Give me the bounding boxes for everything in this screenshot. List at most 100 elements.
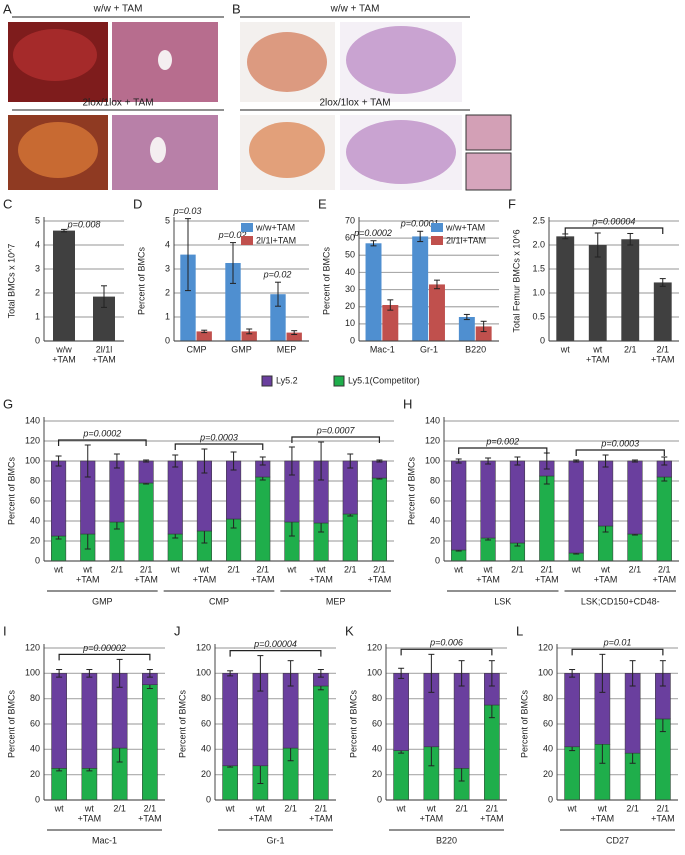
x-tick-label: 2/1 [541,564,554,574]
legend-swatch [431,223,443,232]
y-tick-label: 4 [35,239,40,249]
x-tick-label: 2/1 [315,803,328,813]
y-tick-label: 0 [377,794,382,804]
bar [475,326,492,341]
y-tick-label: 60 [201,718,211,728]
x-tick-label: +TAM [134,574,158,584]
y-tick-label: 40 [201,744,211,754]
x-tick-label: +TAM [651,354,675,364]
x-tick-label: +TAM [420,813,444,823]
bar [412,236,429,341]
bar-segment [509,460,526,544]
x-tick-label: 2l/1l [96,344,113,354]
bar-segment [480,537,496,562]
p-value: p=0.008 [67,219,101,229]
y-tick-label: 1.5 [532,263,545,273]
x-tick-label: +TAM [586,354,610,364]
x-tick-label: +TAM [594,574,618,584]
y-tick-label: 20 [30,535,40,545]
y-tick-label: 0 [35,794,40,804]
x-tick-label: +TAM [309,813,333,823]
significance-bracket [57,439,147,446]
x-tick-label: wt [483,564,493,574]
x-tick-label: wt [597,803,607,813]
y-tick-label: 60 [543,718,553,728]
y-tick-label: 0 [206,794,211,804]
bar-segment [627,533,643,562]
panel-letter: B [232,1,241,16]
inset [465,114,512,151]
bar-segment [484,704,500,801]
y-tick-label: 2 [165,287,170,297]
x-tick-label: GMP [231,344,252,354]
bar-segment [51,460,67,537]
y-tick-label: 70 [345,215,355,225]
y-tick-label: 20 [430,535,440,545]
y-tick-label: 60 [430,495,440,505]
y-tick-label: 60 [372,718,382,728]
bar-segment [371,460,387,479]
bar [556,236,575,341]
bar-segment [81,768,98,801]
y-tick-label: 30 [345,284,355,294]
y-tick-label: 80 [30,475,40,485]
panel-letter: F [508,196,516,211]
y-tick-label: 120 [25,642,40,652]
x-tick-label: 2/1 [511,564,524,574]
bar-segment [597,460,614,527]
significance-bracket [291,436,381,443]
y-tick-label: 100 [25,455,40,465]
y-axis-label: Percent of BMCs [406,456,416,525]
x-tick-label: 2/1 [373,564,386,574]
x-tick-label: wt [426,803,436,813]
y-tick-label: 100 [196,668,211,678]
x-tick-label: wt [54,803,64,813]
caption: 2lox/1lox + TAM [82,98,153,109]
bar [93,296,115,341]
y-axis-label: Percent of BMCs [6,456,16,525]
bar [458,317,475,341]
p-value: p=0.0001 [400,219,439,229]
y-tick-label: 0 [350,335,355,345]
y-tick-label: 100 [425,455,440,465]
p-value: p=0.00004 [592,216,636,226]
x-tick-label: Mac-1 [370,344,395,354]
x-tick-label: CMP [187,344,207,354]
y-tick-label: 5 [35,215,40,225]
bar-segment [342,460,358,515]
x-tick-label: wt [199,564,209,574]
x-tick-label: +TAM [249,813,273,823]
legend-label: w/w+TAM [445,222,485,232]
x-tick-label: B220 [465,344,486,354]
y-tick-label: 0 [548,794,553,804]
y-tick-label: 120 [196,642,211,652]
bar-segment [568,460,584,554]
bar-segment [342,513,358,562]
y-tick-label: 120 [425,435,440,445]
x-tick-label: +TAM [52,354,76,364]
bar-segment [451,549,467,562]
bar-segment [393,750,409,801]
y-tick-label: 140 [425,415,440,425]
y-tick-label: 60 [30,495,40,505]
y-tick-label: 1.0 [532,287,545,297]
bar [653,282,672,341]
y-tick-label: 100 [367,668,382,678]
x-tick-label: wt [225,803,235,813]
group-label: LSK [494,596,511,606]
y-tick-label: 1 [165,311,170,321]
bar-segment [222,765,238,801]
y-tick-label: 40 [543,744,553,754]
bar-segment [480,460,496,539]
bar-segment [564,746,580,801]
x-tick-label: 2/1 [227,564,240,574]
significance-bracket [58,653,151,661]
x-tick-label: +TAM [138,813,162,823]
y-tick-label: 140 [25,415,40,425]
panel-letter: L [516,623,523,638]
x-tick-label: wt [571,564,581,574]
x-tick-label: wt [453,564,463,574]
bar-segment [656,476,672,562]
y-tick-label: 20 [345,301,355,311]
group-label: GMP [92,596,113,606]
